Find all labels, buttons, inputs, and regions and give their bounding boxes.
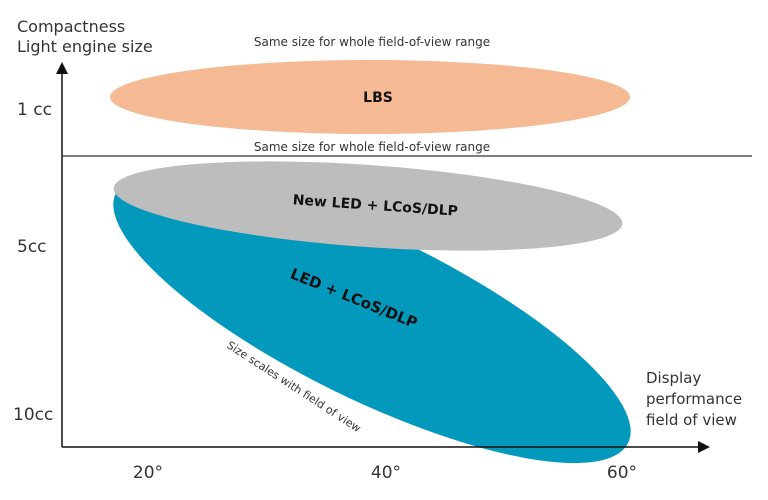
y-axis-title-1: Compactness — [17, 17, 125, 36]
x-tick-20: 20° — [133, 463, 163, 483]
y-tick-5cc: 5cc — [17, 237, 47, 257]
x-axis-title-2: performance — [646, 390, 742, 408]
x-tick-60: 60° — [607, 463, 637, 483]
y-axis-title-2: Light engine size — [17, 37, 153, 56]
y-axis-arrow-icon — [56, 62, 68, 74]
x-axis-arrow-icon — [698, 441, 710, 453]
led-lcos-dlp-region — [113, 172, 631, 464]
x-tick-40: 40° — [371, 463, 401, 483]
x-axis-title-1: Display — [646, 369, 701, 387]
divider-annotation: Same size for whole field-of-view range — [254, 140, 490, 154]
y-tick-10cc: 10cc — [13, 405, 53, 425]
top-annotation: Same size for whole field-of-view range — [254, 35, 490, 49]
y-tick-1cc: 1 cc — [17, 100, 52, 120]
lbs-label: LBS — [363, 90, 393, 106]
new-led-region — [113, 161, 623, 251]
lbs-region — [110, 60, 630, 134]
x-axis-title-3: field of view — [646, 411, 737, 429]
